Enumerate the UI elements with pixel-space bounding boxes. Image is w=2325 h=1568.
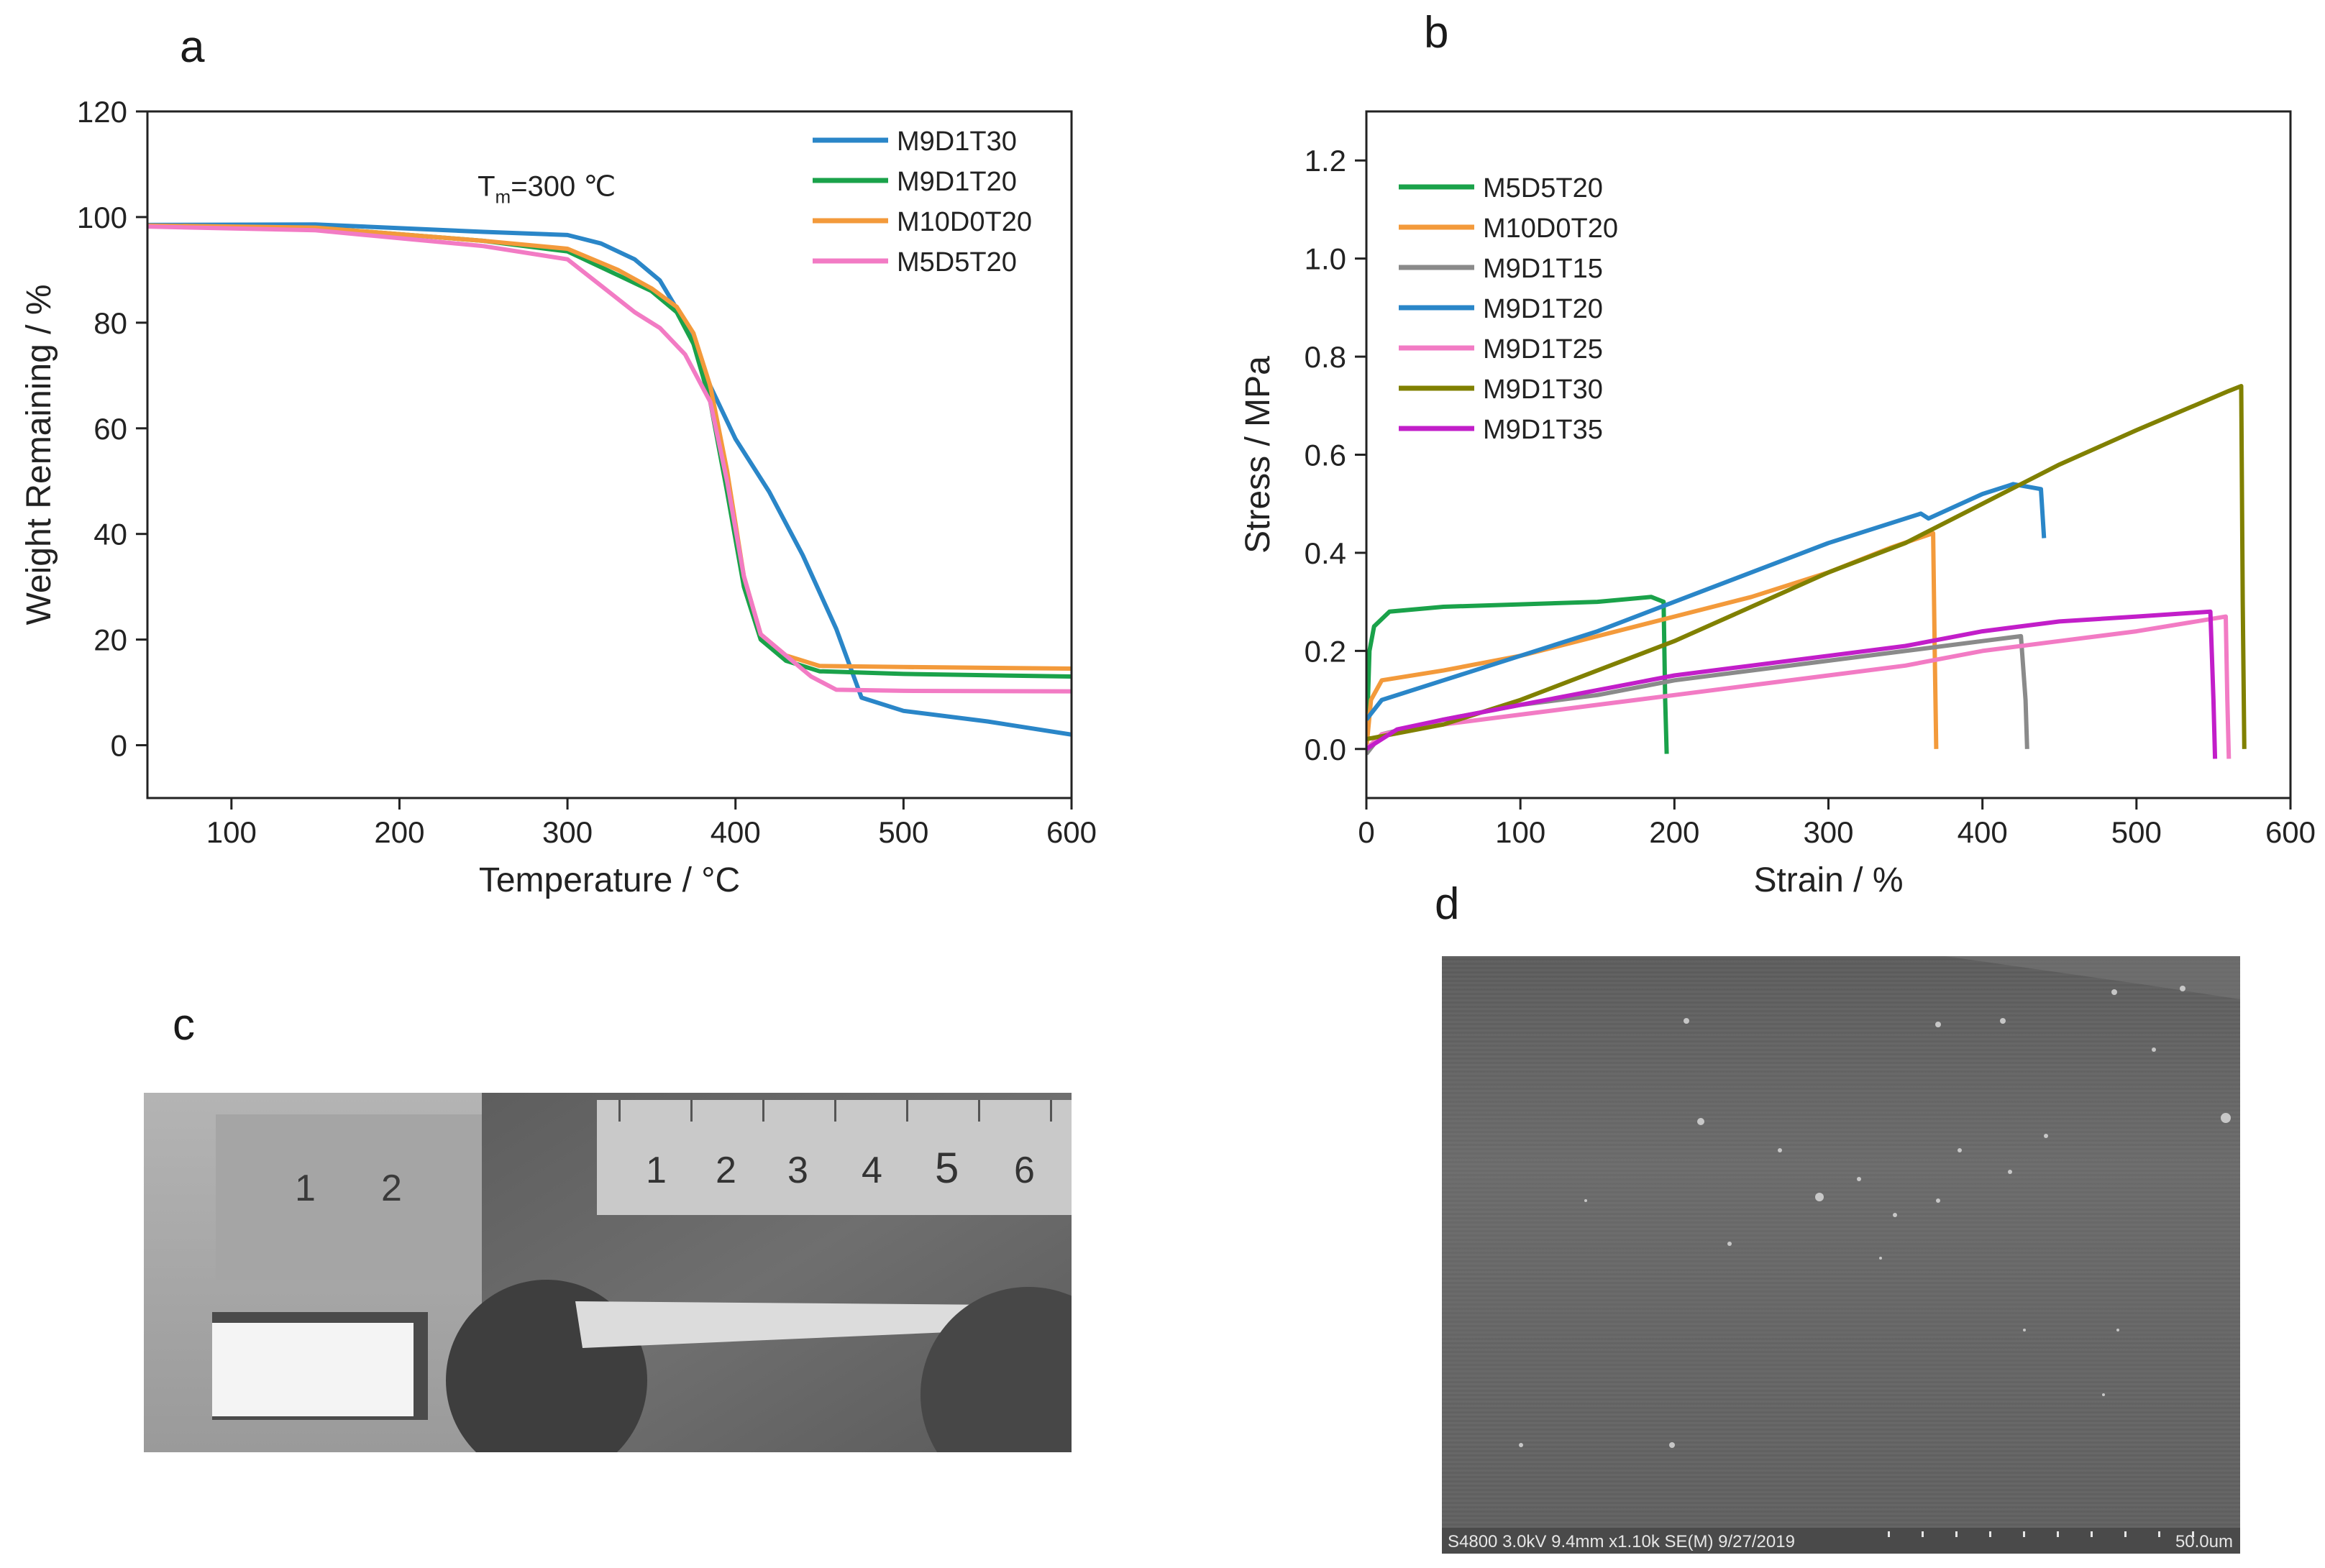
y-tick-label: 20 [93,623,127,657]
chart-a-x-axis-label: Temperature / °C [479,861,740,899]
chart-a-tga: 100 200 300 400 500 600 0 20 40 60 80 100 120 Tempera… [20,95,1097,899]
legend-label-M9D1T35: M9D1T35 [1483,415,1603,445]
ruler-right-number: 5 [935,1144,959,1192]
ruler-right-number: 2 [716,1150,736,1191]
y-tick-label: 40 [93,518,127,551]
y-tick-label: 60 [93,412,127,446]
sem-info-bar [1442,1528,2240,1554]
legend-label-M9D1T25: M9D1T25 [1483,334,1603,365]
x-tick-label: 500 [878,815,928,849]
y-tick-label: 1.0 [1305,242,1346,276]
y-tick-label: 80 [93,306,127,340]
stretched-film [575,1301,1000,1348]
legend-label-M9D1T20: M9D1T20 [897,167,1017,197]
y-tick-label: 0.8 [1305,340,1346,374]
annotation-tm: Tm=300 ℃ [478,171,616,208]
y-tick-label: 0.0 [1305,733,1346,766]
panel-label-d: d [1435,879,1460,929]
x-tick-label: 500 [2111,815,2162,849]
x-tick-label: 600 [1046,815,1097,849]
sem-particles [1519,986,2231,1448]
y-tick-label: 0.6 [1305,439,1346,472]
legend-label-M9D1T15: M9D1T15 [1483,254,1603,284]
sem-info-text: S4800 3.0kV 9.4mm x1.10k SE(M) 9/27/2019 [1448,1532,1795,1551]
photo-c: 1 2 1 2 3 4 5 6 [144,1093,1072,1452]
series-line-M9D1T30 [147,222,1072,737]
x-tick-label: 200 [374,815,424,849]
x-tick-label: 300 [542,815,593,849]
series-line-M10D0T20 [147,223,1072,671]
ruler-right-number: 6 [1014,1150,1035,1191]
finger-right [921,1287,1072,1452]
chart-b-x-axis-label: Strain / % [1753,861,1903,899]
film-sample [212,1323,414,1416]
x-tick-label: 600 [2265,815,2316,849]
series-line-M9D1T30 [1366,384,2247,749]
series-line-M5D5T20 [1366,595,1669,754]
y-tick-label: 120 [77,95,127,129]
chart-b-stress-strain: 0 100 200 300 400 500 600 0.0 0.2 0.4 0.6 0.8 1.0 1.2… [1239,110,2316,899]
x-tick-label: 400 [711,815,761,849]
ruler-ticks [618,1100,1052,1122]
sem-image-d: S4800 3.0kV 9.4mm x1.10k SE(M) 9/27/2019… [1442,956,2240,1554]
legend-label-M10D0T20: M10D0T20 [897,207,1032,237]
legend-label-M5D5T20: M5D5T20 [1483,173,1603,203]
y-tick-label: 0.2 [1305,634,1346,668]
y-tick-label: 1.2 [1305,144,1346,178]
series-line-M9D1T20 [1366,482,2047,721]
ruler-left-number: 2 [381,1168,402,1209]
panel-label-c: c [173,1000,195,1050]
x-tick-label: 300 [1803,815,1853,849]
chart-a-y-axis-label: Weight Remaining / % [20,285,58,625]
y-tick-label: 0 [111,729,127,763]
x-tick-label: 0 [1358,815,1374,849]
y-tick-label: 100 [77,201,127,234]
chart-b-y-axis-label: Stress / MPa [1239,356,1277,554]
chart-a-plot-frame [146,110,1073,799]
ruler-left-number: 1 [295,1168,316,1209]
x-tick-label: 200 [1649,815,1699,849]
legend-label-M10D0T20: M10D0T20 [1483,214,1618,244]
x-tick-label: 400 [1958,815,2008,849]
x-tick-label: 100 [206,815,257,849]
ruler-right-number: 1 [646,1150,667,1191]
sem-scale-ticks [1888,1531,2194,1537]
legend-label-M9D1T30: M9D1T30 [1483,375,1603,405]
series-line-M9D1T25 [1366,614,2232,759]
series-line-M9D1T15 [1366,633,2029,756]
sem-scale-label: 50.0um [2175,1532,2233,1551]
panel-label-a: a [180,22,205,72]
legend-label-M5D5T20: M5D5T20 [897,247,1017,278]
legend-label-M9D1T30: M9D1T30 [897,127,1017,157]
x-tick-label: 100 [1495,815,1545,849]
panel-label-b: b [1424,8,1449,58]
series-line-M9D1T35 [1366,609,2218,759]
series-line-M5D5T20 [147,224,1072,694]
y-tick-label: 0.4 [1305,536,1346,570]
legend-label-M9D1T20: M9D1T20 [1483,294,1603,324]
ruler-left [216,1114,482,1280]
ruler-right-number: 4 [862,1150,882,1191]
photo-c-scene: 1 2 1 2 3 4 5 6 [144,1093,1072,1452]
ruler-right-number: 3 [787,1150,808,1191]
sem-image: S4800 3.0kV 9.4mm x1.10k SE(M) 9/27/2019… [1442,956,2240,1554]
series-line-M10D0T20 [1366,531,1939,750]
